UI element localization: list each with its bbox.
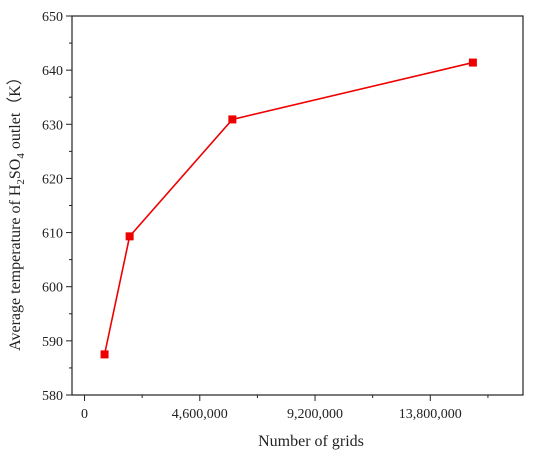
y-tick-label: 650 [42,10,63,25]
y-tick-label: 640 [42,64,63,79]
y-tick-label: 590 [42,335,63,350]
y-axis-ticks: 580 590 600 610 620 630 640 650 [42,10,72,404]
x-axis-title: Number of grids [258,433,364,450]
y-axis-title-subscript-1: 2 [15,179,27,185]
y-axis-title-part-3: outlet（K） [6,69,24,153]
x-tick-label: 4,600,000 [172,407,228,422]
x-tick-label: 13,800,000 [399,407,462,422]
data-point-marker [228,115,237,124]
series-layer [100,58,477,359]
data-point-marker [468,58,477,67]
y-axis-title-part-1: Average temperature of H [7,184,24,351]
y-tick-label: 600 [42,281,63,296]
x-axis-ticks: 0 4,600,000 9,200,000 13,800,000 [81,395,489,422]
plot-border [71,15,524,396]
y-tick-label: 580 [42,389,63,404]
y-axis-title-part-2: SO [7,159,24,179]
y-axis-title: Average temperature of H2SO4 outlet（K） [6,69,27,351]
y-tick-label: 610 [42,227,63,242]
y-axis-title-subscript-2: 4 [15,153,27,159]
x-tick-label: 9,200,000 [287,407,343,422]
series-line [103,61,474,355]
plot-frame [71,15,524,396]
y-tick-label: 630 [42,118,63,133]
data-point-marker [125,232,134,241]
data-point-marker [100,350,109,359]
y-tick-label: 620 [42,172,63,187]
x-tick-label: 0 [81,407,88,422]
